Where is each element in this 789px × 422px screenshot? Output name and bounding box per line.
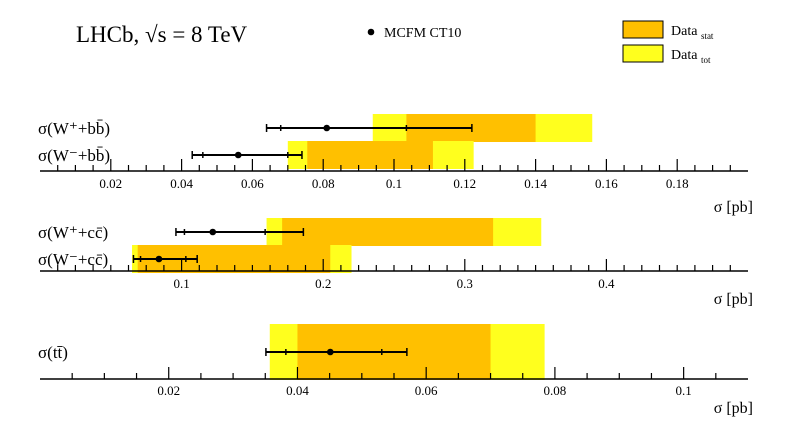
x-tick-label: 0.02 <box>99 176 122 191</box>
prediction-point <box>326 348 334 356</box>
x-tick-label: 0.2 <box>315 276 331 291</box>
prediction-point <box>323 124 331 132</box>
prediction-point <box>234 151 242 159</box>
legend-tot-label: Data <box>671 48 698 63</box>
legend-prediction-marker <box>367 28 375 36</box>
legend-prediction-label: MCFM CT10 <box>384 26 461 41</box>
x-tick-label: 0.04 <box>170 176 193 191</box>
experiment-name: LHCb, <box>76 22 145 47</box>
x-axis-label: σ [pb] <box>714 400 753 417</box>
prediction-point <box>209 228 217 236</box>
row-label: σ(W⁺+cc̄) <box>38 223 108 242</box>
data-stat-band <box>307 141 433 169</box>
x-tick-label: 0.12 <box>453 176 476 191</box>
x-tick-label: 0.16 <box>595 176 618 191</box>
x-tick-label: 0.3 <box>457 276 473 291</box>
x-tick-label: 0.18 <box>666 176 689 191</box>
x-tick-label: 0.1 <box>173 276 189 291</box>
x-tick-label: 0.04 <box>286 383 309 398</box>
data-stat-band <box>282 218 494 246</box>
panel-tt: σ(tt̄) 0.02 0.04 0.06 0.08 0.1 σ [pb] <box>38 324 753 417</box>
x-axis-label: σ [pb] <box>714 199 753 216</box>
row-label: σ(tt̄) <box>38 343 68 362</box>
legend-tot-entry: Data tot <box>671 48 711 65</box>
x-tick-label: 0.06 <box>241 176 264 191</box>
legend-stat-swatch <box>622 20 664 39</box>
x-tick-label: 0.1 <box>676 383 692 398</box>
prediction-point <box>155 255 163 263</box>
legend-tot-subscript: tot <box>701 55 711 65</box>
x-tick-label: 0.4 <box>598 276 615 291</box>
legend-stat-label: Data <box>671 24 698 39</box>
x-tick-label: 0.08 <box>312 176 335 191</box>
panel-cc: σ(W⁺+cc̄) σ(W⁻+cc̄) 0.1 0.2 0.3 0.4 σ [pb] <box>38 218 753 308</box>
x-axis-label: σ [pb] <box>714 291 753 308</box>
row-label: σ(W⁺+bb̄) <box>38 119 110 138</box>
x-tick-label: 0.02 <box>157 383 180 398</box>
x-tick-label: 0.1 <box>386 176 402 191</box>
energy-label: √s = 8 TeV <box>145 22 248 47</box>
row-label: σ(W⁻+bb̄) <box>38 146 110 165</box>
x-tick-label: 0.14 <box>524 176 547 191</box>
experiment-title: LHCb, √s = 8 TeV <box>76 22 248 47</box>
legend-stat-subscript: stat <box>701 31 714 41</box>
panel-bb: σ(W⁺+bb̄) σ(W⁻+bb̄) 0.02 0.04 0.06 0.08 0.1 0.1… <box>38 114 753 216</box>
legend-tot-swatch <box>622 44 664 63</box>
legend-stat-entry: Data stat <box>671 24 714 41</box>
x-tick-label: 0.06 <box>415 383 438 398</box>
x-tick-label: 0.08 <box>544 383 567 398</box>
row-label: σ(W⁻+cc̄) <box>38 250 108 269</box>
